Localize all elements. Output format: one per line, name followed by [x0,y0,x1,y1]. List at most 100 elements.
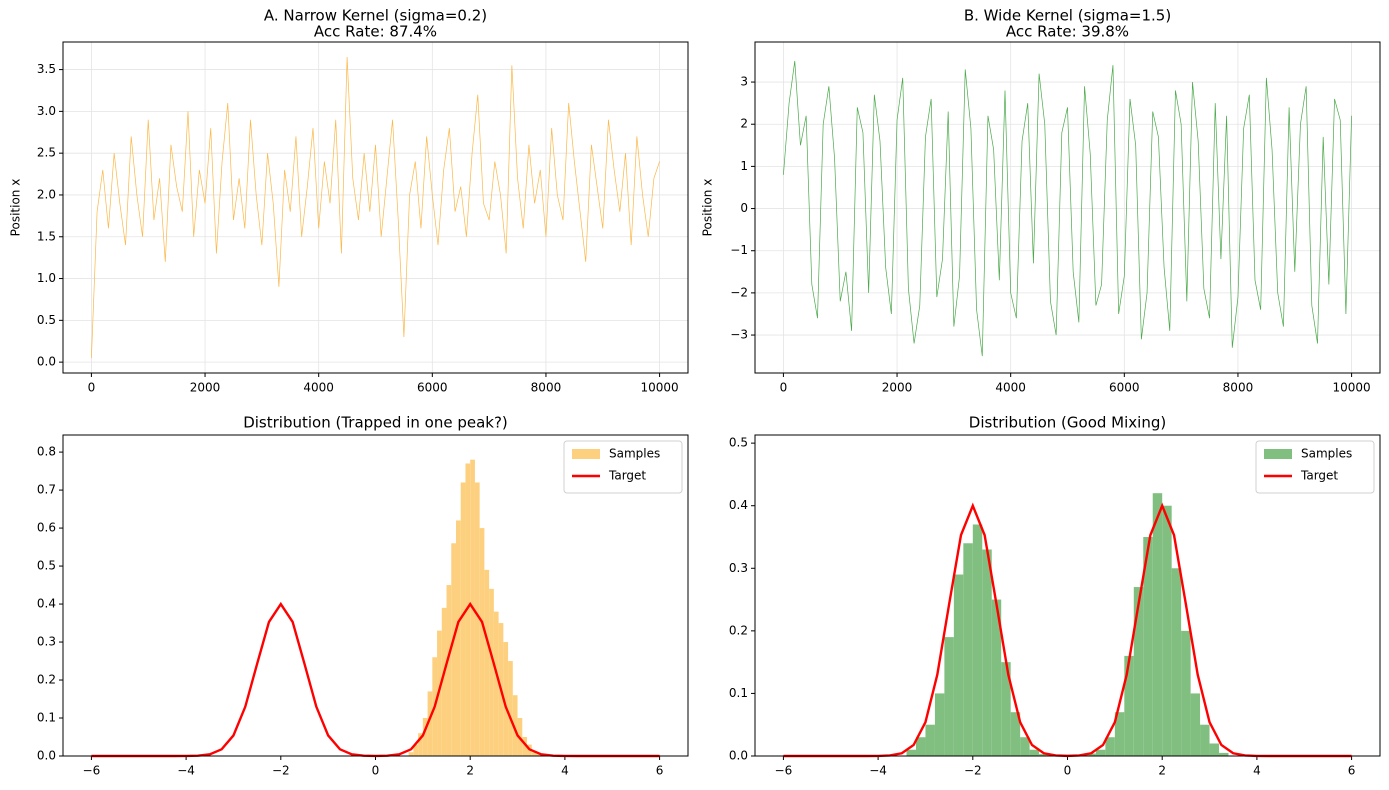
histogram-bar [1171,568,1182,756]
x-tick-label: 6 [656,764,664,778]
histogram-bar [460,482,466,756]
y-tick-label: 0.0 [729,749,748,763]
histogram-bar [1181,630,1191,756]
y-tick-label: −3 [730,328,748,342]
histogram-bar [512,695,518,756]
histogram-bar [1010,712,1021,756]
x-tick-label: 2 [1158,764,1166,778]
x-tick-label: 8000 [1223,381,1254,395]
y-tick-label: 0.4 [729,498,748,512]
y-tick-label: 0.5 [729,436,748,450]
histogram-bar [1029,749,1040,756]
x-tick-label: 8000 [531,381,562,395]
x-tick-label: 0 [780,381,788,395]
y-tick-label: 1.5 [37,229,56,243]
x-tick-label: 2000 [190,381,221,395]
histogram-bar [1162,505,1172,756]
y-tick-label: 0.5 [37,313,56,327]
y-tick-label: −2 [730,285,748,299]
trace-line [783,60,1352,357]
histogram-bar [991,599,1002,756]
histogram-bar [1209,743,1220,756]
x-tick-label: 2000 [882,381,913,395]
histogram-bar [455,520,461,756]
trace-line [91,57,660,358]
x-tick-label: 4 [561,764,569,778]
y-tick-label: 0.2 [37,673,56,687]
histogram-bar [1190,693,1201,756]
y-tick-label: 1.0 [37,271,56,285]
y-tick-label: 0.5 [37,559,56,573]
x-tick-label: −2 [964,764,982,778]
chart-title: Distribution (Trapped in one peak?) [243,414,508,432]
axes-frame [62,434,689,757]
y-tick-label: 0.7 [37,483,56,497]
x-tick-label: 0 [372,764,380,778]
chart-title: A. Narrow Kernel (sigma=0.2) [264,7,487,25]
y-tick-label: 0.4 [37,597,56,611]
histogram-bar [522,737,528,756]
histogram-bar [422,718,428,756]
chart-title: B. Wide Kernel (sigma=1.5) [964,7,1171,25]
histogram-bar [934,693,945,756]
histogram-bar [474,482,480,756]
x-tick-label: 4 [1253,764,1261,778]
histogram-bar [536,754,542,756]
legend-label: Samples [609,447,660,461]
y-tick-label: 2.5 [37,146,56,160]
chart-subtitle: Acc Rate: 87.4% [314,23,437,41]
chart-title: Distribution (Good Mixing) [969,414,1166,432]
histogram-bar [1114,712,1125,756]
histogram-bar [925,724,935,756]
histogram-bar [1001,662,1011,756]
histogram-bar [982,549,992,756]
y-tick-label: 0.0 [37,749,56,763]
y-tick-label: 0.2 [729,623,748,637]
histogram-bar [906,749,916,756]
histogram-bar [1095,749,1106,756]
legend-label: Target [608,469,646,483]
histogram-bar [1124,655,1134,756]
y-tick-label: 0.6 [37,521,56,535]
histogram-bar [1219,752,1229,756]
legend-label: Target [1300,469,1338,483]
y-tick-label: 2 [740,117,748,131]
subplot: Distribution (Good Mixing) −6 −4 −2 0 2 4 6 0.0 0… [729,414,1381,778]
histogram-bar [944,637,954,756]
histogram-bar [1133,587,1144,756]
y-tick-label: 0.3 [729,561,748,575]
histogram-bar [451,543,456,756]
x-tick-label: 10000 [640,381,678,395]
subplot: A. Narrow Kernel (sigma=0.2)Acc Rate: 87… [9,7,689,395]
y-axis-label: Position x [9,179,23,237]
x-tick-label: 10000 [1332,381,1370,395]
histogram-bar [427,691,433,756]
histogram-bar [1143,536,1153,756]
x-tick-label: −6 [775,764,793,778]
y-tick-label: −1 [730,243,748,257]
y-tick-label: 2.0 [37,187,56,201]
x-tick-label: 4000 [995,381,1026,395]
y-tick-label: 0.1 [37,711,56,725]
x-tick-label: 6000 [1109,381,1140,395]
axes-frame [754,41,1381,374]
histogram-bar [446,585,452,756]
histogram-bar [531,752,537,756]
histogram-bar [1200,724,1210,756]
histogram-bar [1039,754,1049,756]
x-tick-label: 6000 [417,381,448,395]
y-tick-label: 3.0 [37,104,56,118]
y-tick-label: 0.1 [729,686,748,700]
histogram-bar [413,744,419,756]
x-tick-label: −6 [83,764,101,778]
y-tick-label: 0.0 [37,355,56,369]
x-tick-label: −4 [177,764,195,778]
histogram-bar [915,737,926,756]
y-tick-label: 0.8 [37,445,56,459]
legend-swatch [1264,449,1292,459]
histogram-bar [508,661,513,756]
y-tick-label: 0.3 [37,635,56,649]
legend-label: Samples [1301,447,1352,461]
legend-swatch [572,449,600,459]
target-line [783,502,1352,758]
